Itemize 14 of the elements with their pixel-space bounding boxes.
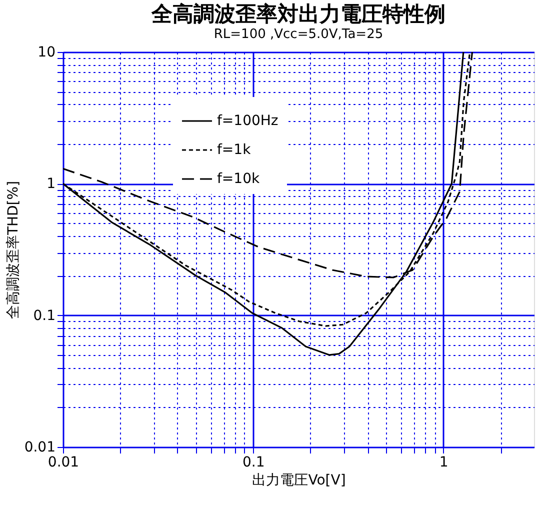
y-tick-label: 10 [38,44,56,60]
x-axis-title: 出力電圧Vo[V] [252,472,346,488]
chart-title: 全高調波歪率対出力電圧特性例 [150,2,446,26]
legend-label: f=1k [217,142,252,158]
legend-label: f=100Hz [217,113,278,129]
x-tick-label: 0.01 [48,454,80,470]
x-tick-label: 1 [439,454,448,470]
y-tick-label: 0.1 [33,308,56,324]
legend-label: f=10k [217,171,260,187]
y-tick-label: 0.01 [24,440,56,456]
y-axis-title: 全高調波歪率THD[%] [5,180,22,320]
chart-subtitle: RL=100 ,Vcc=5.0V,Ta=25 [214,27,384,42]
x-tick-label: 0.1 [242,454,265,470]
y-tick-label: 1 [46,176,56,192]
